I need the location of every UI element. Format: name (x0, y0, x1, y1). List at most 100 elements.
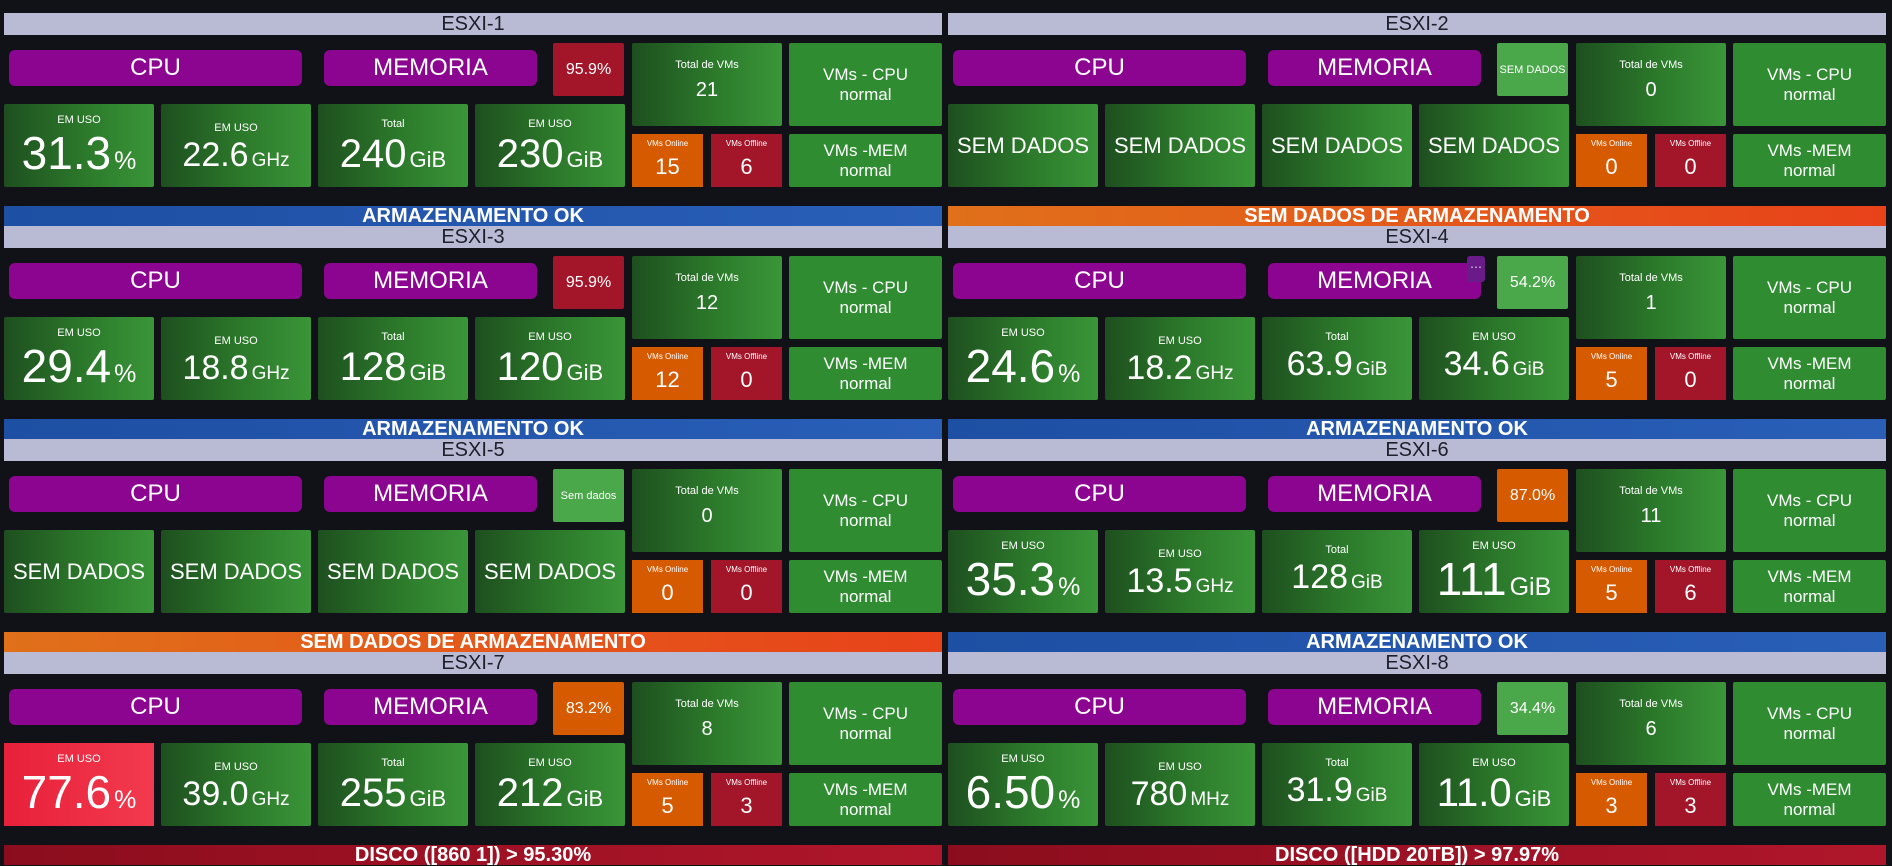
mem-total[interactable]: Total 255 GiB (318, 743, 468, 826)
storage-status[interactable]: DISCO ([HDD 20TB]) > 97.97% (948, 845, 1886, 865)
vms-mem-status[interactable]: VMs -MEM normal (789, 560, 942, 613)
host-title[interactable]: ESXI-1 (4, 13, 942, 35)
cpu-ghz-value: 18.8 (182, 349, 249, 387)
mem-used[interactable]: EM USO 212 GiB (475, 743, 625, 826)
cpu-ghz-no-data[interactable]: SEM DADOS (1105, 104, 1255, 187)
mem-pct-badge[interactable]: 87.0% (1497, 469, 1568, 522)
vms-cpu-status[interactable]: VMs - CPU normal (789, 43, 942, 126)
mem-used[interactable]: EM USO 230 GiB (475, 104, 625, 187)
storage-status[interactable]: SEM DADOS DE ARMAZENAMENTO (4, 632, 942, 652)
mem-used-no-data[interactable]: SEM DADOS (1419, 104, 1569, 187)
mem-used[interactable]: EM USO 120 GiB (475, 317, 625, 400)
cpu-ghz-no-data[interactable]: SEM DADOS (161, 530, 311, 613)
cpu-usage-pct[interactable]: EM USO 35.3% (948, 530, 1098, 613)
mem-used-no-data[interactable]: SEM DADOS (475, 530, 625, 613)
vms-offline[interactable]: VMs Offline 6 (711, 134, 782, 187)
storage-status[interactable]: ARMAZENAMENTO OK (4, 206, 942, 226)
vms-online[interactable]: VMs Online 0 (632, 560, 703, 613)
storage-status[interactable]: DISCO ([860 1]) > 95.30% (4, 845, 942, 865)
storage-status[interactable]: SEM DADOS DE ARMAZENAMENTO (948, 206, 1886, 226)
cpu-usage-ghz[interactable]: EM USO 18.2 GHz (1105, 317, 1255, 400)
host-title[interactable]: ESXI-7 (4, 652, 942, 674)
vms-mem-status[interactable]: VMs -MEM normal (789, 773, 942, 826)
total-vms[interactable]: Total de VMs 1 (1576, 256, 1726, 339)
mem-total[interactable]: Total 240 GiB (318, 104, 468, 187)
cpu-no-data[interactable]: SEM DADOS (4, 530, 154, 613)
mem-used[interactable]: EM USO 111 GiB (1419, 530, 1569, 613)
mem-pct-badge[interactable]: SEM DADOS (1497, 43, 1568, 96)
mem-pct-badge[interactable]: 54.2% (1497, 256, 1568, 309)
vms-mem-status[interactable]: VMs -MEM normal (1733, 347, 1886, 400)
vms-offline[interactable]: VMs Offline 0 (1655, 347, 1726, 400)
vms-mem-status[interactable]: VMs -MEM normal (789, 134, 942, 187)
cpu-usage-ghz[interactable]: EM USO 39.0 GHz (161, 743, 311, 826)
vms-mem-state: normal (1783, 799, 1836, 819)
host-title[interactable]: ESXI-6 (948, 439, 1886, 461)
total-vms[interactable]: Total de VMs 0 (1576, 43, 1726, 126)
vms-cpu-status[interactable]: VMs - CPU normal (1733, 43, 1886, 126)
vms-mem-status[interactable]: VMs -MEM normal (1733, 134, 1886, 187)
total-vms[interactable]: Total de VMs 8 (632, 682, 782, 765)
host-title[interactable]: ESXI-3 (4, 226, 942, 248)
vms-offline[interactable]: VMs Offline 3 (711, 773, 782, 826)
mem-total-no-data[interactable]: SEM DADOS (1262, 104, 1412, 187)
vms-cpu-status[interactable]: VMs - CPU normal (789, 469, 942, 552)
host-title[interactable]: ESXI-4 (948, 226, 1886, 248)
vms-offline[interactable]: VMs Offline 3 (1655, 773, 1726, 826)
mem-total[interactable]: Total 128 GiB (1262, 530, 1412, 613)
mem-total[interactable]: Total 31.9 GiB (1262, 743, 1412, 826)
host-title[interactable]: ESXI-8 (948, 652, 1886, 674)
host-title[interactable]: ESXI-2 (948, 13, 1886, 35)
host-title[interactable]: ESXI-5 (4, 439, 942, 461)
cpu-no-data[interactable]: SEM DADOS (948, 104, 1098, 187)
total-vms[interactable]: Total de VMs 11 (1576, 469, 1726, 552)
cpu-usage-ghz[interactable]: EM USO 22.6 GHz (161, 104, 311, 187)
vms-mem-status[interactable]: VMs -MEM normal (1733, 560, 1886, 613)
vms-offline[interactable]: VMs Offline 0 (711, 347, 782, 400)
vms-cpu-status[interactable]: VMs - CPU normal (789, 256, 942, 339)
cpu-usage-pct[interactable]: EM USO 24.6% (948, 317, 1098, 400)
total-vms[interactable]: Total de VMs 21 (632, 43, 782, 126)
mem-total[interactable]: Total 63.9 GiB (1262, 317, 1412, 400)
vms-mem-status[interactable]: VMs -MEM normal (1733, 773, 1886, 826)
mem-pct-badge[interactable]: 83.2% (553, 682, 624, 735)
vms-online[interactable]: VMs Online 15 (632, 134, 703, 187)
cpu-usage-ghz[interactable]: EM USO 13.5 GHz (1105, 530, 1255, 613)
storage-status[interactable]: ARMAZENAMENTO OK (948, 632, 1886, 652)
vms-offline[interactable]: VMs Offline 0 (711, 560, 782, 613)
vms-mem-status[interactable]: VMs -MEM normal (789, 347, 942, 400)
vms-online[interactable]: VMs Online 5 (1576, 560, 1647, 613)
vms-cpu-status[interactable]: VMs - CPU normal (789, 682, 942, 765)
vms-cpu-status[interactable]: VMs - CPU normal (1733, 256, 1886, 339)
cpu-usage-pct[interactable]: EM USO 77.6% (4, 743, 154, 826)
mem-pct-badge[interactable]: 34.4% (1497, 682, 1568, 735)
cpu-usage-pct[interactable]: EM USO 31.3% (4, 104, 154, 187)
panel-menu-icon[interactable]: ⋯ (1467, 256, 1485, 282)
cpu-usage-ghz[interactable]: EM USO 18.8 GHz (161, 317, 311, 400)
mem-pct-badge[interactable]: 95.9% (553, 256, 624, 309)
vms-online[interactable]: VMs Online 12 (632, 347, 703, 400)
em-uso-caption: EM USO (214, 761, 258, 773)
mem-used[interactable]: EM USO 11.0 GiB (1419, 743, 1569, 826)
vms-cpu-status[interactable]: VMs - CPU normal (1733, 682, 1886, 765)
cpu-usage-pct[interactable]: EM USO 29.4% (4, 317, 154, 400)
vms-offline[interactable]: VMs Offline 0 (1655, 134, 1726, 187)
total-vms[interactable]: Total de VMs 0 (632, 469, 782, 552)
vms-online[interactable]: VMs Online 5 (1576, 347, 1647, 400)
vms-online[interactable]: VMs Online 0 (1576, 134, 1647, 187)
total-vms[interactable]: Total de VMs 6 (1576, 682, 1726, 765)
mem-total-no-data[interactable]: SEM DADOS (318, 530, 468, 613)
vms-online[interactable]: VMs Online 5 (632, 773, 703, 826)
mem-pct-badge[interactable]: 95.9% (553, 43, 624, 96)
vms-cpu-status[interactable]: VMs - CPU normal (1733, 469, 1886, 552)
cpu-usage-pct[interactable]: EM USO 6.50% (948, 743, 1098, 826)
storage-status[interactable]: ARMAZENAMENTO OK (948, 419, 1886, 439)
vms-online[interactable]: VMs Online 3 (1576, 773, 1647, 826)
mem-used[interactable]: EM USO 34.6 GiB (1419, 317, 1569, 400)
cpu-usage-ghz[interactable]: EM USO 780 MHz (1105, 743, 1255, 826)
total-vms[interactable]: Total de VMs 12 (632, 256, 782, 339)
mem-pct-badge[interactable]: Sem dados (553, 469, 624, 522)
mem-total[interactable]: Total 128 GiB (318, 317, 468, 400)
storage-status[interactable]: ARMAZENAMENTO OK (4, 419, 942, 439)
vms-offline[interactable]: VMs Offline 6 (1655, 560, 1726, 613)
